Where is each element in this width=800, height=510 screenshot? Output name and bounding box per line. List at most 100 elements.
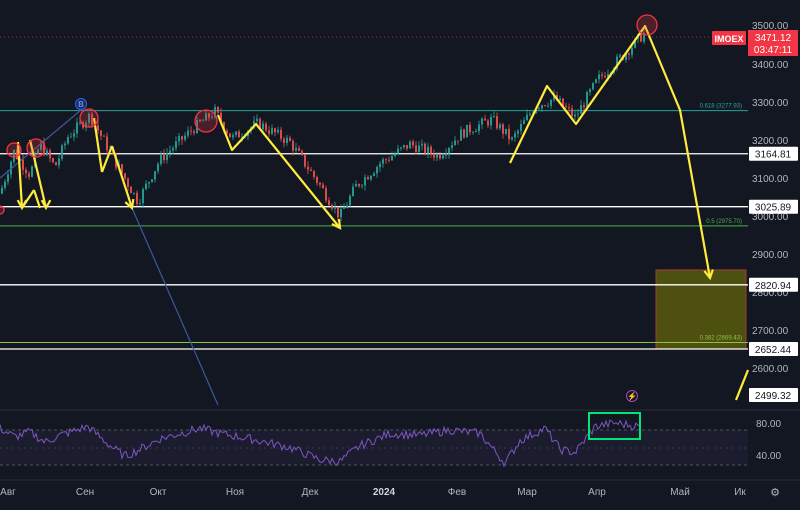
candle-body bbox=[37, 149, 39, 154]
gear-icon[interactable]: ⚙ bbox=[770, 487, 780, 499]
candle-body bbox=[124, 173, 126, 179]
candle-body bbox=[313, 170, 315, 177]
pivot-highlight bbox=[6, 142, 22, 158]
candle-body bbox=[157, 163, 159, 172]
rsi-tick: 80.00 bbox=[756, 419, 781, 430]
candle-body bbox=[226, 130, 228, 134]
candle-body bbox=[166, 152, 168, 161]
candle-body bbox=[274, 128, 276, 133]
projection-arrowhead bbox=[40, 199, 52, 211]
candle-body bbox=[301, 150, 303, 155]
candle-body bbox=[184, 135, 186, 140]
candle-body bbox=[229, 133, 231, 138]
candle-body bbox=[106, 136, 108, 151]
projection-path bbox=[100, 145, 114, 173]
candle-body bbox=[262, 123, 264, 130]
candle-body bbox=[232, 135, 234, 138]
pivot-highlight bbox=[194, 109, 218, 133]
candle-body bbox=[403, 145, 405, 148]
candle-body bbox=[190, 130, 192, 132]
current-price-tag bbox=[748, 30, 798, 56]
candle-body bbox=[298, 147, 300, 151]
candle-body bbox=[643, 32, 645, 42]
candle-body bbox=[16, 149, 18, 160]
price-tick: 3200.00 bbox=[752, 136, 789, 147]
candle-body bbox=[271, 128, 273, 134]
candle-body bbox=[418, 145, 420, 153]
projection-arrowhead bbox=[124, 198, 135, 211]
candle-body bbox=[340, 208, 342, 218]
candle-body bbox=[631, 47, 633, 55]
projection-path bbox=[92, 117, 104, 173]
candle-body bbox=[544, 105, 546, 106]
fib-level-label: 0.5 (2975.70) bbox=[706, 219, 742, 225]
candle-body bbox=[520, 124, 522, 131]
candle-body bbox=[241, 136, 243, 138]
time-tick: Апр bbox=[588, 487, 606, 498]
projection-path bbox=[32, 189, 42, 209]
candle-body bbox=[571, 108, 573, 117]
candle-body bbox=[55, 162, 57, 166]
candle-body bbox=[490, 116, 492, 126]
candle-body bbox=[538, 108, 540, 110]
candle-body bbox=[334, 206, 336, 209]
candle-body bbox=[388, 159, 390, 161]
candle-body bbox=[127, 178, 129, 187]
candle-body bbox=[358, 183, 360, 187]
candle-body bbox=[580, 105, 582, 114]
candle-body bbox=[382, 159, 384, 164]
time-tick: Мар bbox=[517, 487, 537, 498]
symbol-badge-bg bbox=[712, 31, 746, 45]
lightning-icon[interactable]: ⚡ bbox=[626, 390, 638, 402]
candle-body bbox=[553, 94, 555, 100]
candle-body bbox=[328, 200, 330, 206]
candle-body bbox=[70, 136, 72, 138]
candle-body bbox=[76, 122, 78, 134]
horizontal-level-tag bbox=[749, 342, 798, 357]
lightning-glyph: ⚡ bbox=[627, 391, 637, 401]
candle-body bbox=[445, 153, 447, 156]
candle-body bbox=[493, 116, 495, 117]
candle-body bbox=[565, 106, 567, 108]
candle-body bbox=[574, 114, 576, 117]
time-axis[interactable]: Авг Сен Окт Ноя Дек 2024 Фев Мар Апр Май… bbox=[0, 479, 800, 499]
candle-body bbox=[163, 153, 165, 161]
candle-body bbox=[88, 113, 90, 123]
candle-body bbox=[220, 112, 222, 123]
horizontal-level-value: 2499.32 bbox=[755, 391, 792, 402]
price-tick: 3400.00 bbox=[752, 60, 789, 71]
candle-body bbox=[64, 143, 66, 146]
symbol-badge[interactable]: IMOEX 3471.12 03:47:11 bbox=[712, 30, 798, 56]
candle-body bbox=[4, 181, 6, 188]
candle-body bbox=[310, 169, 312, 171]
candle-body bbox=[625, 53, 627, 60]
candle-body bbox=[187, 130, 189, 136]
horizontal-level-value: 3164.81 bbox=[755, 150, 792, 161]
candle-body bbox=[487, 120, 489, 126]
price-tick: 2600.00 bbox=[752, 364, 789, 375]
candle-body bbox=[619, 55, 621, 57]
candle-body bbox=[175, 141, 177, 149]
candle-body bbox=[325, 188, 327, 201]
candle-body bbox=[151, 179, 153, 182]
pivot-highlight bbox=[636, 14, 658, 36]
candle-body bbox=[508, 128, 510, 140]
candle-body bbox=[52, 158, 54, 163]
wave-marker-b[interactable]: B bbox=[75, 98, 87, 110]
horizontal-level-tag bbox=[749, 388, 798, 402]
candle-body bbox=[346, 205, 348, 209]
horizontal-level-tag bbox=[749, 277, 798, 292]
candle-body bbox=[343, 208, 345, 209]
candle-body bbox=[292, 140, 294, 151]
rsi-pane[interactable]: 80.00 40.00 bbox=[0, 412, 781, 468]
candle-body bbox=[559, 98, 561, 101]
symbol-label: IMOEX bbox=[714, 34, 743, 44]
price-tick: 2700.00 bbox=[752, 326, 789, 337]
candle-body bbox=[421, 143, 423, 146]
candle-body bbox=[472, 132, 474, 133]
candle-body bbox=[61, 145, 63, 159]
candle-body bbox=[199, 119, 201, 122]
time-tick: Фев bbox=[448, 487, 466, 498]
candle-body bbox=[91, 113, 93, 125]
